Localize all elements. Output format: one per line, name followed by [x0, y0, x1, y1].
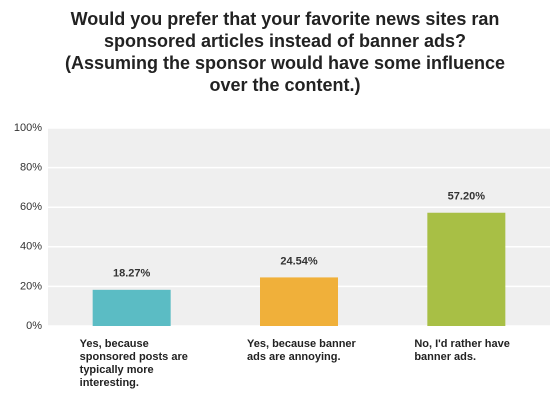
- value-label: 57.20%: [448, 191, 486, 203]
- bar: [92, 289, 171, 326]
- bar: [260, 277, 338, 326]
- bar: [427, 212, 506, 326]
- y-tick-label: 40%: [20, 241, 42, 253]
- y-tick-label: 60%: [20, 201, 42, 213]
- value-label: 24.54%: [280, 255, 318, 267]
- x-tick-label: Yes, because banner ads are annoying.: [247, 338, 356, 363]
- x-tick-label: Yes, because sponsored posts are typical…: [79, 338, 188, 389]
- y-tick-label: 20%: [20, 280, 42, 292]
- value-label: 18.27%: [113, 268, 151, 280]
- chart-title: Would you prefer that your favorite news…: [64, 9, 506, 95]
- y-tick-label: 0%: [26, 320, 42, 332]
- y-tick-label: 80%: [20, 162, 42, 174]
- y-tick-label: 100%: [14, 122, 42, 134]
- x-tick-label: No, I'd rather have banner ads.: [414, 338, 510, 363]
